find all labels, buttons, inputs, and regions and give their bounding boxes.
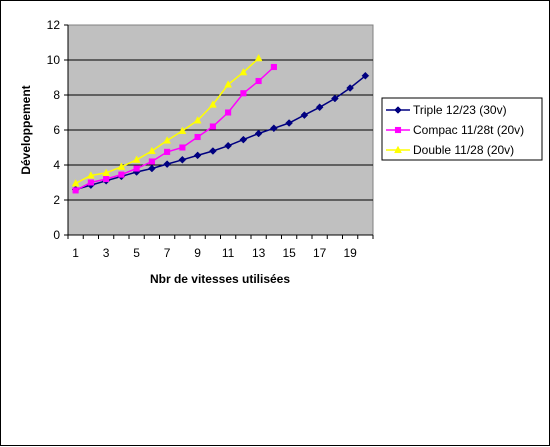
data-point (331, 94, 339, 103)
y-tick-label: 0 (53, 228, 60, 242)
data-point (254, 129, 263, 138)
data-point (163, 160, 171, 168)
data-point (178, 126, 187, 134)
x-axis-title: Nbr de vitesses utilisées (150, 272, 290, 286)
legend-label: Double 11/28 (20v) (413, 143, 514, 157)
y-tick-label: 12 (47, 18, 61, 32)
data-point (270, 124, 278, 133)
data-point (103, 175, 110, 183)
data-point (86, 171, 95, 179)
data-point (208, 100, 217, 108)
y-tick-label: 10 (47, 53, 61, 67)
data-point (254, 53, 263, 62)
legend: Triple 12/23 (30v) Compac 11/28t (20v) Dou… (381, 97, 543, 161)
data-point (117, 162, 126, 170)
legend-marker (394, 106, 402, 114)
data-point (224, 141, 232, 150)
data-point (147, 146, 156, 155)
legend-items: Triple 12/23 (30v) Compac 11/28t (20v) Dou… (386, 103, 524, 157)
data-point (193, 151, 202, 160)
series-group (71, 53, 370, 194)
data-point (285, 119, 293, 127)
data-point (178, 155, 187, 164)
y-tick-label: 8 (53, 88, 60, 102)
x-tick-label: 19 (343, 246, 357, 260)
data-point (194, 133, 201, 141)
data-point (118, 171, 125, 178)
data-point (163, 136, 172, 144)
x-tick-label: 15 (282, 246, 296, 260)
data-point (239, 135, 248, 144)
data-point (224, 80, 233, 88)
legend-marker (394, 126, 402, 134)
data-point (164, 148, 171, 155)
data-point (72, 187, 79, 194)
x-tick-label: 1 (72, 246, 79, 260)
x-tick-label: 13 (252, 246, 266, 260)
data-point (209, 147, 217, 155)
legend-marker (394, 145, 402, 154)
x-tick-label: 17 (313, 246, 327, 260)
y-axis-title: Développement (19, 85, 33, 174)
y-tick-label: 2 (53, 193, 60, 207)
x-tick-label: 11 (222, 246, 235, 260)
data-point (346, 84, 354, 92)
data-point (71, 179, 80, 187)
data-point (179, 144, 186, 151)
y-tick-label: 4 (53, 158, 60, 172)
data-point (315, 103, 324, 112)
data-point (270, 63, 277, 71)
legend-label: Compac 11/28t (20v) (413, 123, 524, 137)
data-point (255, 77, 262, 85)
data-point (239, 67, 248, 76)
data-point (193, 116, 202, 124)
data-point (240, 90, 247, 97)
x-tick-label: 3 (103, 246, 110, 260)
data-point (209, 123, 216, 130)
series-3 (71, 53, 263, 187)
data-point (225, 109, 232, 116)
x-tick-label: 5 (133, 246, 140, 260)
legend-label: Triple 12/23 (30v) (413, 103, 507, 117)
data-point (132, 155, 141, 163)
data-point (300, 111, 309, 119)
data-point (87, 179, 94, 186)
data-point (133, 165, 140, 172)
x-tick-label: 9 (194, 246, 201, 260)
gridlines (68, 59, 373, 201)
y-tick-label: 6 (53, 123, 60, 137)
data-point (361, 71, 370, 80)
data-point (148, 158, 155, 165)
x-tick-label: 7 (164, 246, 171, 260)
series-2 (72, 63, 277, 194)
data-point (102, 168, 111, 176)
data-point (148, 164, 156, 173)
